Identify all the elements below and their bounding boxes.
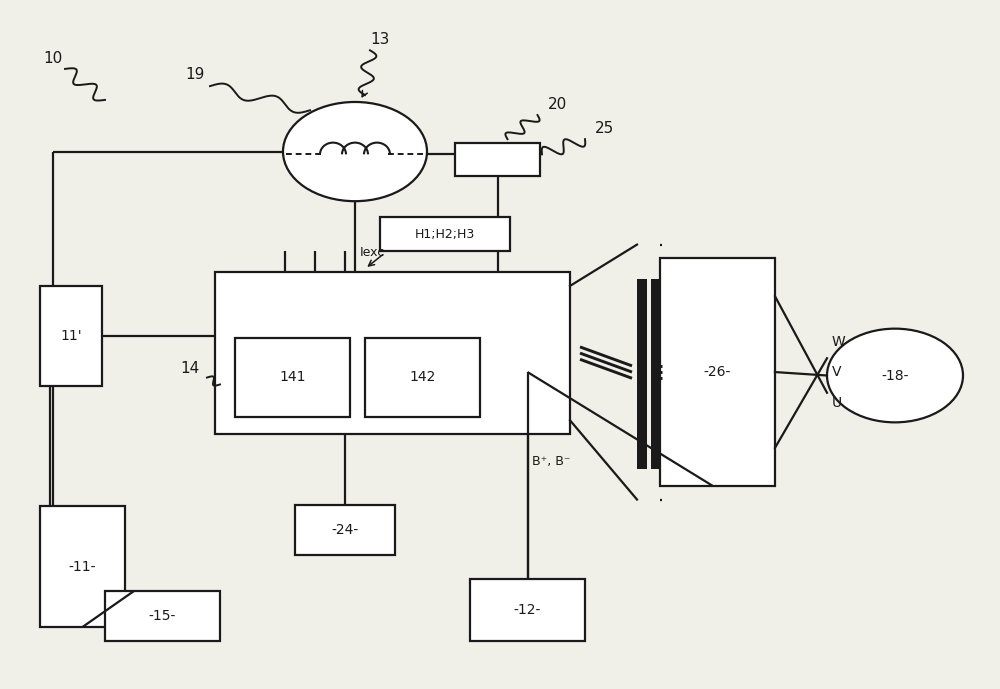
Bar [235,338,350,417]
Text: -11-: -11- [69,559,96,574]
Text: 141: 141 [279,370,306,384]
Text: 14: 14 [180,361,200,376]
Text: B⁺, B⁻: B⁺, B⁻ [532,455,571,468]
Text: -15-: -15- [149,609,176,623]
Bar [215,272,570,434]
Text: U: U [832,396,842,410]
Text: V: V [832,365,842,379]
Text: Iexc: Iexc [360,247,385,259]
Text: 11': 11' [60,329,82,343]
Text: H1;H2;H3: H1;H2;H3 [415,228,475,240]
Text: 20: 20 [548,97,567,112]
Text: 13: 13 [370,32,390,48]
Bar [380,217,510,251]
Bar [295,505,395,555]
Text: -18-: -18- [881,369,909,382]
Bar [637,279,647,469]
Text: W: W [832,336,846,349]
Bar [40,506,125,627]
Bar [365,338,480,417]
Text: -12-: -12- [514,603,541,617]
Bar [105,591,220,641]
Bar [651,279,661,469]
Text: 19: 19 [185,67,205,82]
Text: -26-: -26- [704,365,731,379]
Bar [40,286,102,386]
Text: -24-: -24- [331,523,359,537]
Text: 25: 25 [595,121,615,136]
Bar [455,143,540,176]
Bar [660,258,775,486]
Text: 142: 142 [409,370,436,384]
Circle shape [283,102,427,201]
Text: 10: 10 [43,51,63,66]
Circle shape [827,329,963,422]
Bar [470,579,585,641]
